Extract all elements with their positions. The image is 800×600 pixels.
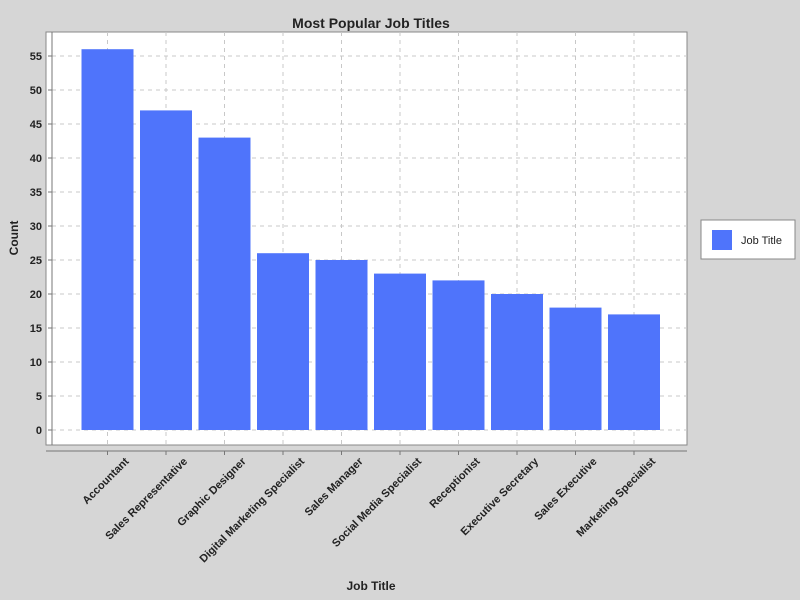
bars <box>81 49 660 431</box>
y-tick-label: 50 <box>30 85 42 97</box>
y-tick-label: 35 <box>30 187 42 199</box>
bar <box>608 314 660 430</box>
y-tick-label: 45 <box>30 119 42 131</box>
x-tick-label: Sales Manager <box>303 455 366 518</box>
x-tick-label: Receptionist <box>427 455 482 510</box>
bar <box>140 110 192 431</box>
bar <box>491 294 543 430</box>
y-tick-label: 55 <box>30 51 42 63</box>
bar <box>374 273 426 430</box>
x-tick-label: Sales Executive <box>532 456 599 523</box>
bar <box>198 137 251 430</box>
y-tick-label: 10 <box>30 357 42 369</box>
bar <box>549 307 602 430</box>
x-axis-label: Job Title <box>346 579 395 593</box>
x-tick-label: Digital Marketing Specialist <box>197 455 307 565</box>
bar <box>257 253 309 430</box>
bar <box>81 49 134 430</box>
bar <box>315 260 368 430</box>
chart-title: Most Popular Job Titles <box>292 15 450 31</box>
y-tick-label: 15 <box>30 323 42 335</box>
y-tick-label: 20 <box>30 289 42 301</box>
legend-swatch <box>712 230 732 250</box>
y-tick-label: 30 <box>30 221 42 233</box>
y-tick-label: 40 <box>30 153 42 165</box>
y-tick-label: 0 <box>36 425 42 437</box>
bar <box>432 280 485 430</box>
legend-label: Job Title <box>741 235 782 247</box>
x-tick-label: Accountant <box>80 455 132 507</box>
y-tick-label: 25 <box>30 255 42 267</box>
y-axis-ticks: 0 5 10 15 20 25 30 35 40 45 50 55 <box>30 51 52 437</box>
y-axis-label: Count <box>7 221 21 256</box>
legend: Job Title <box>700 219 796 260</box>
y-tick-label: 5 <box>36 391 42 403</box>
